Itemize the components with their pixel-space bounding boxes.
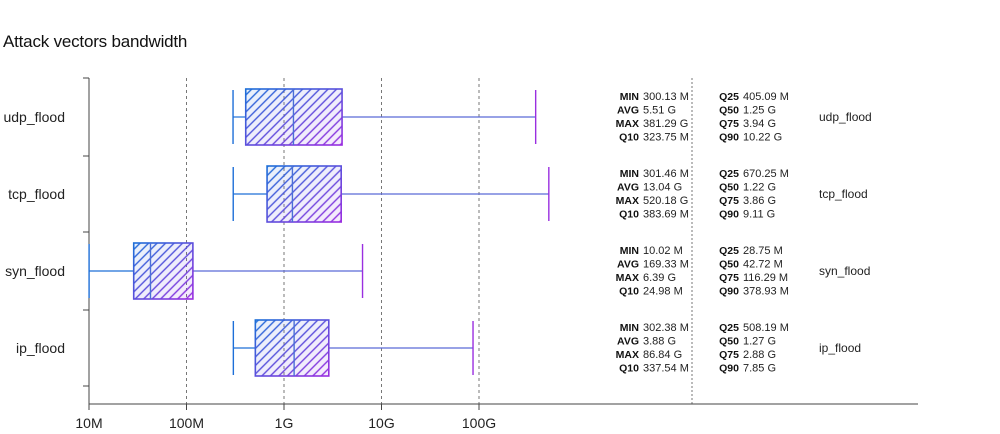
stat-value-q90-ip_flood: 7.85 G — [743, 363, 776, 375]
stat-value-max-syn_flood: 6.39 G — [643, 272, 676, 284]
stats-tcp_flood: MIN 301.46 M AVG 13.04 G MAX 520.18 G Q10 383.6… — [616, 168, 868, 221]
stat-key-q90-syn_flood: Q90 — [719, 286, 739, 298]
x-tick-label-100M: 100M — [169, 415, 204, 431]
chart-title: Attack vectors bandwidth — [3, 32, 188, 51]
stat-key-q10-ip_flood: Q10 — [619, 363, 639, 375]
stat-key-q10-syn_flood: Q10 — [619, 286, 639, 298]
box-hatch-syn_flood — [133, 243, 193, 299]
stat-value-q10-tcp_flood: 383.69 M — [643, 209, 689, 221]
stat-key-q25-syn_flood: Q25 — [719, 245, 739, 257]
stat-value-min-syn_flood: 10.02 M — [643, 245, 683, 257]
stat-value-q25-ip_flood: 508.19 M — [743, 322, 789, 334]
box-tcp_flood: tcp_flood — [8, 165, 550, 223]
stat-value-q50-ip_flood: 1.27 G — [743, 336, 776, 348]
stat-key-max-tcp_flood: MAX — [616, 195, 639, 207]
stat-value-q25-udp_flood: 405.09 M — [743, 91, 789, 103]
stat-key-max-ip_flood: MAX — [616, 349, 639, 361]
stat-key-q25-ip_flood: Q25 — [719, 322, 739, 334]
stat-value-q75-tcp_flood: 3.86 G — [743, 195, 776, 207]
stat-key-avg-ip_flood: AVG — [617, 336, 639, 348]
x-tick-label-10G: 10G — [368, 415, 394, 431]
stat-key-q90-tcp_flood: Q90 — [719, 209, 739, 221]
right-label-ip_flood: ip_flood — [819, 341, 861, 355]
stat-value-q75-syn_flood: 116.29 M — [743, 272, 788, 284]
box-ip_flood: ip_flood — [16, 319, 474, 377]
stat-key-q25-tcp_flood: Q25 — [719, 168, 739, 180]
stat-value-min-tcp_flood: 301.46 M — [643, 168, 689, 180]
x-tick-label-1G: 1G — [275, 415, 294, 431]
stat-value-min-ip_flood: 302.38 M — [643, 322, 689, 334]
axes: 10M 100M 1G 10G 100G — [75, 77, 918, 431]
stat-value-avg-tcp_flood: 13.04 G — [643, 182, 682, 194]
stats-panel: MIN 300.13 M AVG 5.51 G MAX 381.29 G Q10 323.75… — [616, 91, 872, 375]
stat-value-q50-syn_flood: 42.72 M — [743, 259, 783, 271]
x-tick-label-100G: 100G — [462, 415, 496, 431]
stat-key-q50-udp_flood: Q50 — [719, 105, 739, 117]
stat-value-max-udp_flood: 381.29 G — [643, 118, 688, 130]
stat-value-q10-syn_flood: 24.98 M — [643, 286, 683, 298]
stat-value-q10-ip_flood: 337.54 M — [643, 363, 689, 375]
stats-udp_flood: MIN 300.13 M AVG 5.51 G MAX 381.29 G Q10 323.75… — [616, 91, 872, 144]
box-hatch-ip_flood — [255, 320, 329, 376]
category-label-syn_flood: syn_flood — [5, 263, 65, 279]
stat-key-avg-udp_flood: AVG — [617, 105, 639, 117]
stat-key-max-udp_flood: MAX — [616, 118, 639, 130]
stat-key-q50-ip_flood: Q50 — [719, 336, 739, 348]
stat-key-avg-tcp_flood: AVG — [617, 182, 639, 194]
stat-key-q75-tcp_flood: Q75 — [719, 195, 739, 207]
stats-ip_flood: MIN 302.38 M AVG 3.88 G MAX 86.84 G Q10 337.54 … — [616, 322, 861, 375]
stat-value-q10-udp_flood: 323.75 M — [643, 132, 689, 144]
category-label-ip_flood: ip_flood — [16, 340, 65, 356]
stat-value-max-ip_flood: 86.84 G — [643, 349, 682, 361]
stat-key-avg-syn_flood: AVG — [617, 259, 639, 271]
stat-value-avg-ip_flood: 3.88 G — [643, 336, 676, 348]
boxes: udp_flood tcp_flood syn_flood ip_flood — [3, 88, 550, 377]
stat-value-q75-ip_flood: 2.88 G — [743, 349, 776, 361]
grid-lines — [186, 78, 693, 404]
box-syn_flood: syn_flood — [5, 242, 364, 300]
x-tick-label-10M: 10M — [75, 415, 102, 431]
stat-key-q90-ip_flood: Q90 — [719, 363, 739, 375]
stat-key-q75-syn_flood: Q75 — [719, 272, 739, 284]
stat-value-avg-udp_flood: 5.51 G — [643, 105, 676, 117]
right-label-syn_flood: syn_flood — [819, 264, 870, 278]
stat-value-q75-udp_flood: 3.94 G — [743, 118, 776, 130]
stat-key-min-tcp_flood: MIN — [620, 168, 639, 180]
stat-value-q50-udp_flood: 1.25 G — [743, 105, 776, 117]
stat-key-min-syn_flood: MIN — [620, 245, 639, 257]
right-label-tcp_flood: tcp_flood — [819, 187, 868, 201]
box-udp_flood: udp_flood — [3, 88, 537, 146]
stat-value-avg-syn_flood: 169.33 M — [643, 259, 689, 271]
category-label-udp_flood: udp_flood — [3, 109, 65, 125]
box-border-tcp_flood — [266, 165, 342, 223]
stat-value-q90-syn_flood: 378.93 M — [743, 286, 789, 298]
stat-key-q10-tcp_flood: Q10 — [619, 209, 639, 221]
box-border-syn_flood — [132, 242, 194, 300]
stat-key-q75-udp_flood: Q75 — [719, 118, 739, 130]
stat-value-q25-tcp_flood: 670.25 M — [743, 168, 789, 180]
right-label-udp_flood: udp_flood — [819, 110, 872, 124]
stat-key-min-udp_flood: MIN — [620, 91, 639, 103]
stat-value-q90-udp_flood: 10.22 G — [743, 132, 782, 144]
stat-key-min-ip_flood: MIN — [620, 322, 639, 334]
stat-value-q50-tcp_flood: 1.22 G — [743, 182, 776, 194]
stat-value-q90-tcp_flood: 9.11 G — [743, 209, 775, 221]
stat-value-min-udp_flood: 300.13 M — [643, 91, 689, 103]
stat-value-max-tcp_flood: 520.18 G — [643, 195, 688, 207]
stat-key-q90-udp_flood: Q90 — [719, 132, 739, 144]
stat-key-q10-udp_flood: Q10 — [619, 132, 639, 144]
box-border-ip_flood — [254, 319, 330, 377]
stat-value-q25-syn_flood: 28.75 M — [743, 245, 783, 257]
stat-key-q25-udp_flood: Q25 — [719, 91, 739, 103]
box-hatch-tcp_flood — [267, 166, 342, 222]
stat-key-q50-syn_flood: Q50 — [719, 259, 739, 271]
stats-syn_flood: MIN 10.02 M AVG 169.33 M MAX 6.39 G Q10 24.98 M… — [616, 245, 871, 298]
category-label-tcp_flood: tcp_flood — [8, 186, 65, 202]
stat-key-max-syn_flood: MAX — [616, 272, 639, 284]
stat-key-q50-tcp_flood: Q50 — [719, 182, 739, 194]
stat-key-q75-ip_flood: Q75 — [719, 349, 739, 361]
